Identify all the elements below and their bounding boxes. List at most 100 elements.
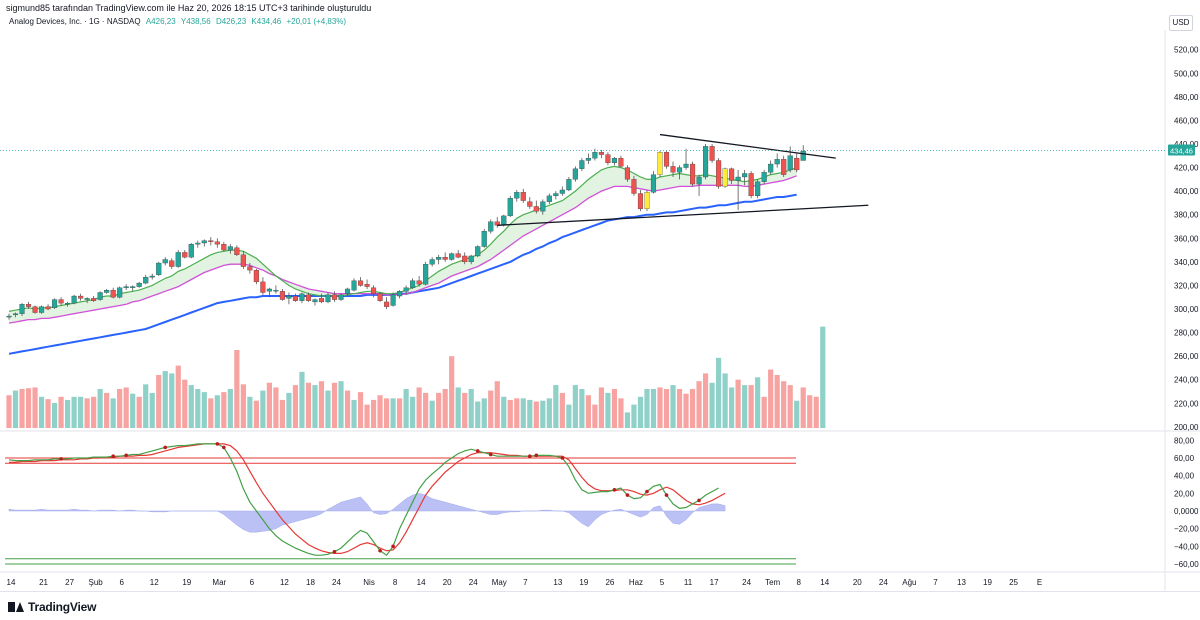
candle-body [514, 192, 520, 199]
legend-change: +20,01 (+4,83%) [286, 17, 347, 26]
time-tick-label: 6 [119, 578, 124, 587]
currency-selector[interactable]: USD [1169, 15, 1193, 31]
osc-cross-dot [645, 489, 649, 494]
time-tick-label: Tem [765, 578, 780, 587]
osc-slow-line [9, 443, 726, 554]
osc-tick-label: 60,00 [1174, 454, 1195, 463]
candle-body [729, 168, 735, 181]
candle-body [234, 247, 240, 255]
osc-cross-dot [475, 449, 480, 453]
candle-body [130, 286, 136, 288]
time-tick-label: 5 [660, 578, 665, 587]
volume-bar [813, 396, 819, 428]
price-tick-label: 240,00 [1174, 376, 1199, 385]
volume-bar [429, 400, 435, 428]
volume-bar [338, 381, 344, 428]
time-tick-label: 17 [710, 578, 719, 587]
candle-body [364, 284, 370, 287]
candle-body [201, 240, 207, 244]
volume-bar [631, 404, 637, 428]
candle-body [436, 256, 442, 260]
candle-body [650, 174, 657, 193]
osc-cross-dot [215, 442, 220, 446]
osc-cross-dot [222, 445, 226, 450]
candle-body [279, 291, 285, 300]
last-price-badge [1168, 144, 1195, 156]
volume-bar [71, 396, 77, 428]
time-tick-label: 18 [306, 578, 315, 587]
price-tick-label: 440,00 [1174, 140, 1199, 149]
price-tick-label: 220,00 [1174, 399, 1199, 408]
volume-bar [735, 379, 741, 428]
time-tick-label: 21 [39, 578, 48, 587]
volume-bar [800, 387, 806, 428]
volume-bar [331, 382, 338, 428]
candle-body [624, 167, 630, 180]
volume-bar [38, 396, 45, 428]
candle-body [32, 306, 38, 313]
candle-body [449, 253, 455, 260]
price-chart[interactable]: 520,00500,00480,00460,00440,00420,00400,… [0, 0, 1200, 591]
volume-bar [149, 392, 155, 428]
candle-body [644, 192, 650, 209]
time-tick-label: 26 [605, 578, 614, 587]
candle-body [175, 252, 181, 267]
candle-body [39, 306, 45, 313]
candle-body [377, 293, 383, 301]
candle-body [97, 292, 103, 300]
price-tick-label: 360,00 [1174, 234, 1199, 243]
volume-bar [696, 381, 702, 428]
ma-mid-line [8, 175, 797, 324]
price-tick-label: 280,00 [1174, 329, 1199, 338]
candle-body [384, 301, 390, 307]
time-tick-label: 7 [933, 578, 938, 587]
volume-bar [481, 398, 487, 428]
candle-body [683, 163, 689, 168]
volume-bar [214, 395, 220, 428]
volume-bar [253, 400, 259, 428]
candle-body [475, 246, 481, 257]
candle-body [351, 280, 357, 291]
candle-body [292, 295, 298, 301]
time-tick-label: 19 [182, 578, 191, 587]
tradingview-logo[interactable]: TradingView [8, 600, 96, 614]
volume-bar [397, 398, 403, 428]
candle-body [65, 302, 71, 305]
candle-body [318, 298, 325, 303]
candle-body [208, 240, 214, 242]
volume-bar [755, 377, 761, 428]
price-tick-label: 480,00 [1174, 93, 1199, 102]
volume-bar [650, 389, 657, 428]
last-price-label[interactable]: 434,46 [1170, 147, 1193, 156]
osc-cross-dot [528, 454, 532, 459]
volume-bar [286, 392, 292, 428]
candle-body [722, 168, 728, 187]
symbol-title[interactable]: Analog Devices, Inc. · 1G · NASDAQ [9, 17, 141, 26]
volume-bar [305, 382, 312, 428]
price-tick-label: 340,00 [1174, 258, 1199, 267]
time-tick-label: E [1037, 578, 1042, 587]
volume-bar [208, 398, 214, 428]
candle-body [742, 173, 748, 178]
candle-body [344, 288, 351, 294]
volume-bar [110, 398, 116, 428]
candle-body [468, 255, 474, 263]
candle-body [787, 155, 793, 171]
legend-open: A426,23 [145, 17, 176, 26]
volume-bar [644, 389, 650, 428]
candle-body [761, 172, 767, 182]
volume-bar [729, 387, 735, 428]
candle-body [637, 193, 644, 209]
volume-bar [273, 387, 279, 428]
volume-bar [390, 398, 396, 428]
volume-bar [787, 385, 793, 428]
volume-bar [123, 387, 129, 428]
volume-bar [520, 398, 526, 428]
candle-body [357, 280, 364, 286]
price-tick-label: 400,00 [1174, 187, 1199, 196]
candle-body [423, 264, 429, 285]
candle-body [800, 150, 806, 161]
volume-bar [670, 385, 676, 428]
volume-bar [540, 400, 546, 428]
volume-bar [605, 392, 611, 428]
